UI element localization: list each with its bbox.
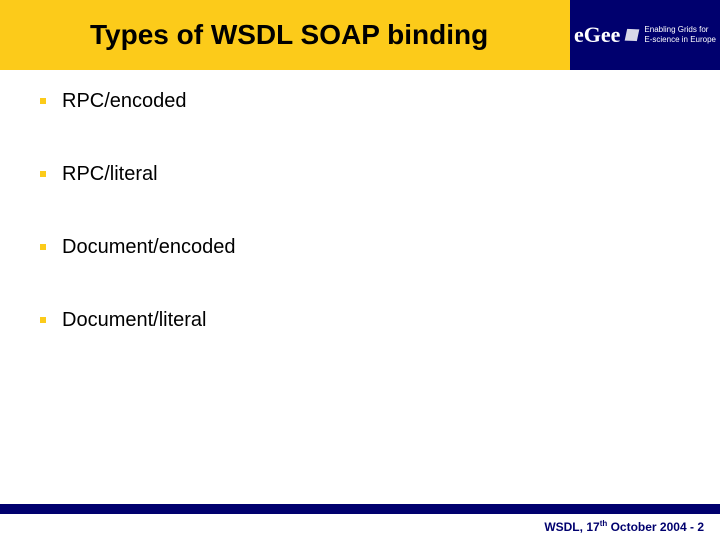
slide-title: Types of WSDL SOAP binding xyxy=(90,19,570,51)
bullet-icon xyxy=(40,171,46,177)
title-wrap: Types of WSDL SOAP binding xyxy=(0,19,570,51)
footer-doc: WSDL, xyxy=(544,520,583,534)
list-item: RPC/encoded xyxy=(40,90,680,113)
list-item: Document/encoded xyxy=(40,236,680,259)
logo-tag-line2: E-science in Europe xyxy=(644,35,716,45)
footer-ordinal: th xyxy=(600,519,608,528)
bullet-icon xyxy=(40,98,46,104)
logo-tag-line1: Enabling Grids for xyxy=(644,25,716,35)
bullet-text: Document/encoded xyxy=(62,236,235,259)
list-item: RPC/literal xyxy=(40,163,680,186)
bullet-icon xyxy=(40,244,46,250)
bullet-text: RPC/literal xyxy=(62,163,158,186)
footer-sep: - xyxy=(687,520,698,534)
footer-text: WSDL, 17th October 2004 - 2 xyxy=(544,519,704,534)
footer-rest: October 2004 xyxy=(611,520,687,534)
logo-cube-icon xyxy=(625,29,640,41)
header-bar: Types of WSDL SOAP binding eGee Enabling… xyxy=(0,0,720,70)
footer-page: 2 xyxy=(697,520,704,534)
footer-bar xyxy=(0,504,720,514)
list-item: Document/literal xyxy=(40,309,680,332)
logo-panel: eGee Enabling Grids for E-science in Eur… xyxy=(570,0,720,70)
footer-day: 17 xyxy=(586,520,599,534)
bullet-text: Document/literal xyxy=(62,309,207,332)
logo-inner: eGee Enabling Grids for E-science in Eur… xyxy=(574,24,716,46)
content-area: RPC/encoded RPC/literal Document/encoded… xyxy=(40,90,680,382)
logo-tagline: Enabling Grids for E-science in Europe xyxy=(644,25,716,44)
bullet-icon xyxy=(40,317,46,323)
logo-mark: eGee xyxy=(574,24,620,46)
bullet-text: RPC/encoded xyxy=(62,90,187,113)
